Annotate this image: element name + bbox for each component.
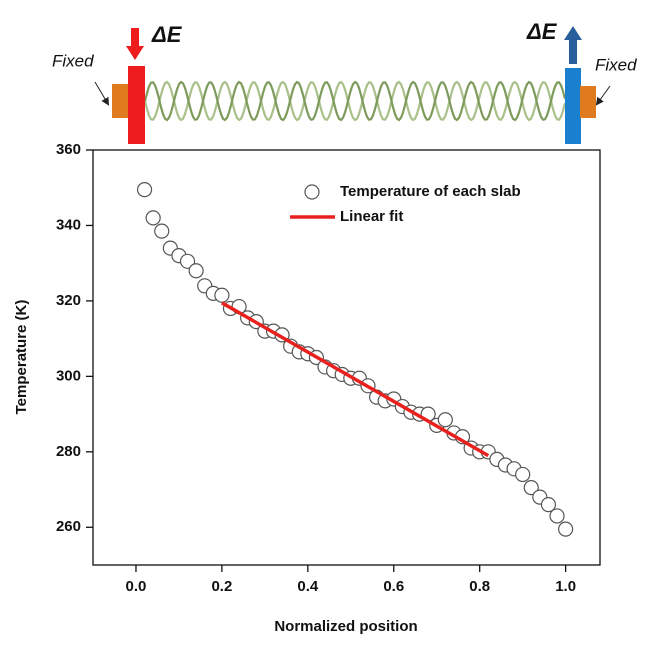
legend-label: Temperature of each slab [340, 183, 521, 200]
left-plate [128, 66, 145, 144]
x-tick-label: 0.8 [469, 578, 490, 595]
right-plate [565, 68, 581, 144]
legend-marker [304, 184, 320, 200]
spring-coil [143, 80, 567, 122]
spring [143, 80, 567, 122]
data-point [188, 263, 204, 279]
spring-coil [143, 80, 567, 122]
x-tick-label: 1.0 [555, 578, 576, 595]
y-tick-label: 260 [56, 518, 81, 535]
up-arrow [564, 26, 582, 64]
energy-label: ΔE [526, 19, 558, 44]
x-tick-label: 0.0 [126, 578, 147, 595]
x-tick-label: 0.6 [383, 578, 404, 595]
data-point [515, 466, 531, 483]
data-point [549, 508, 565, 524]
pointer [94, 81, 110, 106]
x-tick-label: 0.4 [297, 578, 319, 595]
data-point [558, 521, 574, 537]
data-point [437, 412, 453, 428]
schematic: ΔE ΔE Fixed Fixed [52, 19, 637, 144]
y-axis-label: Temperature (K) [13, 300, 30, 415]
right-block [580, 86, 596, 118]
y-tick-label: 340 [56, 216, 81, 233]
y-tick-label: 280 [56, 443, 81, 460]
x-axis-label: Normalized position [274, 618, 417, 635]
pointer [595, 85, 611, 106]
data-point [179, 253, 196, 269]
fixed-label: Fixed [595, 55, 637, 74]
data-point [540, 497, 557, 513]
plot-frame [92, 149, 601, 566]
data-point [214, 287, 230, 303]
down-arrow [126, 28, 144, 60]
data-point [523, 480, 539, 496]
legend-label: Linear fit [340, 208, 403, 225]
data-point [154, 223, 170, 239]
y-tick-label: 360 [56, 141, 81, 158]
y-tick-label: 320 [56, 292, 81, 309]
y-tick-label: 300 [56, 367, 81, 384]
fixed-label: Fixed [52, 51, 94, 70]
left-block [112, 84, 129, 118]
data-point [136, 182, 153, 198]
data-point [145, 210, 161, 226]
energy-label: ΔE [151, 22, 183, 47]
fit-line [221, 301, 490, 458]
x-tick-label: 0.2 [211, 578, 232, 595]
